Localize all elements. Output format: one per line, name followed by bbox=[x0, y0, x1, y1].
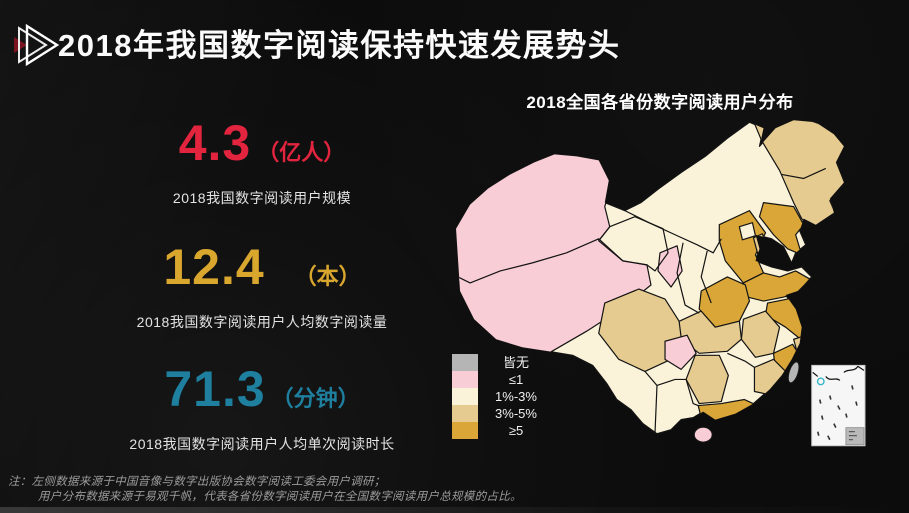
stat-users: 4.3 （亿人） 2018我国数字阅读用户规模 bbox=[52, 114, 472, 208]
legend-label: ≤1 bbox=[508, 372, 524, 387]
legend-label: ≥5 bbox=[508, 423, 524, 438]
province-taiwan bbox=[787, 361, 800, 384]
province-borders bbox=[598, 167, 827, 434]
stat-users-value: 4.3 bbox=[178, 115, 252, 171]
legend-swatch bbox=[452, 405, 478, 422]
stat-minutes-value: 71.3 bbox=[164, 361, 266, 417]
province-beijing bbox=[738, 222, 757, 241]
legend-color-bar bbox=[452, 354, 478, 439]
stat-books-unit: （本） bbox=[294, 264, 361, 289]
south-china-sea-inset bbox=[811, 364, 866, 447]
china-choropleth-map bbox=[455, 119, 866, 447]
province-chongqing bbox=[664, 334, 697, 370]
footnote-line-2: 用户分布数据来源于易观千帆，代表各省份数字阅读用户在全国数字阅读用户总规模的占比… bbox=[38, 491, 522, 503]
legend-swatch bbox=[452, 422, 478, 439]
stat-minutes: 71.3 （分钟） 2018我国数字阅读用户人均单次阅读时长 bbox=[52, 360, 472, 454]
double-chevron-icon bbox=[14, 23, 60, 67]
stat-minutes-caption: 2018我国数字阅读用户人均单次阅读时长 bbox=[129, 436, 395, 452]
stat-minutes-unit: （分钟） bbox=[271, 386, 360, 411]
stats-column: 4.3 （亿人） 2018我国数字阅读用户规模 12.4 （本） 2018我国数字阅… bbox=[52, 0, 472, 513]
legend-label: 1%-3% bbox=[495, 389, 537, 404]
stat-books-caption: 2018我国数字阅读用户人均数字阅读量 bbox=[136, 314, 388, 330]
legend-labels: 皆无 ≤1 1%-3% 3%-5% ≥5 bbox=[488, 354, 544, 439]
stat-books-value: 12.4 bbox=[163, 239, 265, 295]
map-title: 2018全国各省份数字阅读用户分布 bbox=[526, 93, 794, 112]
footnote: 注：左侧数据来源于中国音像与数字出版协会数字阅读工委会用户调研； 用户分布数据来… bbox=[8, 475, 522, 505]
stat-books: 12.4 （本） 2018我国数字阅读用户人均数字阅读量 bbox=[52, 238, 472, 332]
legend-swatch bbox=[452, 371, 478, 388]
stat-users-caption: 2018我国数字阅读用户规模 bbox=[172, 190, 352, 206]
province-hainan bbox=[693, 426, 713, 443]
legend-swatch bbox=[452, 354, 478, 371]
legend-label: 3%-5% bbox=[495, 406, 537, 421]
province-ningxia bbox=[657, 245, 683, 288]
legend-label: 皆无 bbox=[502, 355, 529, 370]
footnote-line-1: 注：左侧数据来源于中国音像与数字出版协会数字阅读工委会用户调研； bbox=[8, 476, 386, 488]
page-title: 2018年我国数字阅读保持快速发展势头 bbox=[58, 28, 621, 63]
stat-users-unit: （亿人） bbox=[257, 140, 346, 165]
map-legend: 皆无 ≤1 1%-3% 3%-5% ≥5 bbox=[452, 354, 544, 439]
legend-swatch bbox=[452, 388, 478, 405]
